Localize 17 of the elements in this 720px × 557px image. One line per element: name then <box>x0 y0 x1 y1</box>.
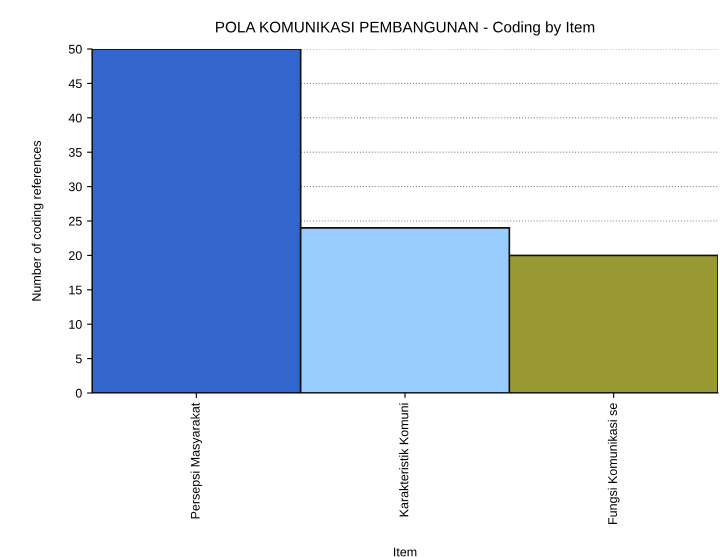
x-tick-label: Persepsi Masyarakat <box>190 402 202 518</box>
y-tick-label: 45 <box>68 79 82 88</box>
x-axis-title: Item <box>394 548 416 556</box>
chart-title: POLA KOMUNIKASI PEMBANGUNAN - Coding by Item <box>216 21 594 36</box>
y-tick-label: 5 <box>76 354 82 364</box>
x-tick-label: Karakteristik Komuni <box>399 404 408 516</box>
y-tick-label: 10 <box>69 320 82 329</box>
x-tick-label: Fungsi Komunikasi se <box>608 403 620 524</box>
y-tick-label: 30 <box>68 182 82 192</box>
y-tick-label: 40 <box>68 114 82 122</box>
y-tick-label: 35 <box>68 148 82 157</box>
y-tick-label: 15 <box>69 286 82 294</box>
y-axis-title: Number of coding references <box>32 140 44 301</box>
y-tick-label: 50 <box>68 44 82 54</box>
y-tick-label: 20 <box>69 251 82 260</box>
y-tick-label: 25 <box>69 216 82 226</box>
y-tick-label: 0 <box>76 388 82 398</box>
